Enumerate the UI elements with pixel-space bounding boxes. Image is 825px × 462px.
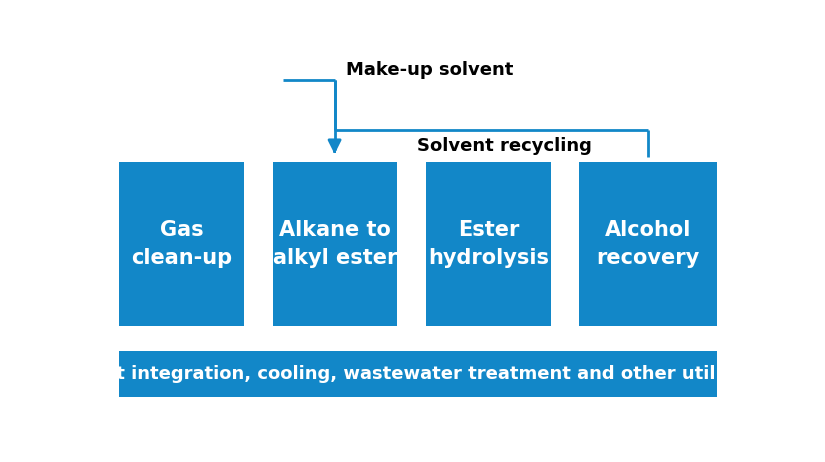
Text: Heat integration, cooling, wastewater treatment and other utilities: Heat integration, cooling, wastewater tr…: [77, 365, 759, 383]
Text: Alcohol
recovery: Alcohol recovery: [596, 220, 700, 268]
Text: Gas
clean-up: Gas clean-up: [131, 220, 232, 268]
Text: Alkane to
alkyl ester: Alkane to alkyl ester: [273, 220, 397, 268]
Text: Ester
hydrolysis: Ester hydrolysis: [428, 220, 549, 268]
Bar: [579, 162, 717, 326]
Text: Make-up solvent: Make-up solvent: [346, 61, 513, 79]
Bar: [119, 162, 244, 326]
Bar: [426, 162, 551, 326]
Bar: [272, 162, 398, 326]
Text: Solvent recycling: Solvent recycling: [417, 137, 592, 155]
Bar: [119, 351, 717, 397]
